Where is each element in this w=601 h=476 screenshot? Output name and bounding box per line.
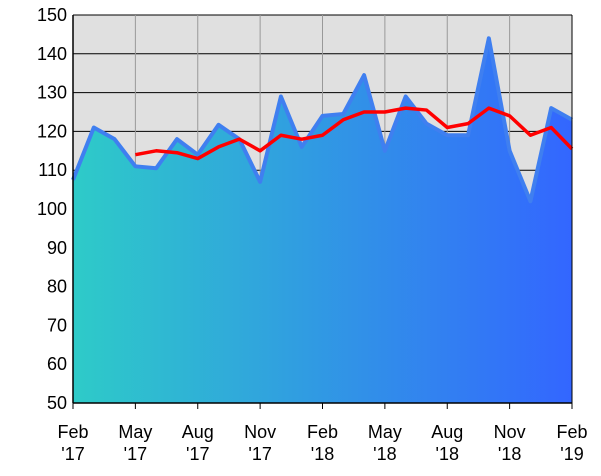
x-tick-label: Nov '18: [494, 422, 526, 464]
y-tick-label: 110: [38, 160, 67, 180]
x-tick-label: Nov '17: [244, 422, 276, 464]
y-tick-label: 60: [47, 354, 67, 374]
x-tick-label: Aug '18: [431, 422, 463, 464]
line: [135, 106, 574, 161]
x-tick-label: Feb '17: [57, 422, 88, 464]
y-tick-label: 120: [37, 121, 67, 141]
y-tick-label: 90: [47, 238, 67, 258]
y-tick-label: 80: [47, 277, 67, 297]
x-tick-label: May '18: [368, 422, 402, 464]
y-tick-label: 100: [37, 199, 67, 219]
y-tick-label: 70: [47, 315, 67, 335]
y-tick-label: 50: [47, 393, 67, 413]
y-tick-label: 130: [37, 83, 67, 103]
y-tick-label: 150: [37, 5, 67, 25]
x-tick-label: May '17: [118, 422, 152, 464]
x-tick-label: Feb '19: [556, 422, 587, 464]
area: [73, 38, 572, 403]
y-tick-label: 140: [37, 44, 67, 64]
x-tick-label: Feb '18: [307, 422, 338, 464]
line: [71, 36, 573, 204]
x-tick-label: Aug '17: [182, 422, 214, 464]
